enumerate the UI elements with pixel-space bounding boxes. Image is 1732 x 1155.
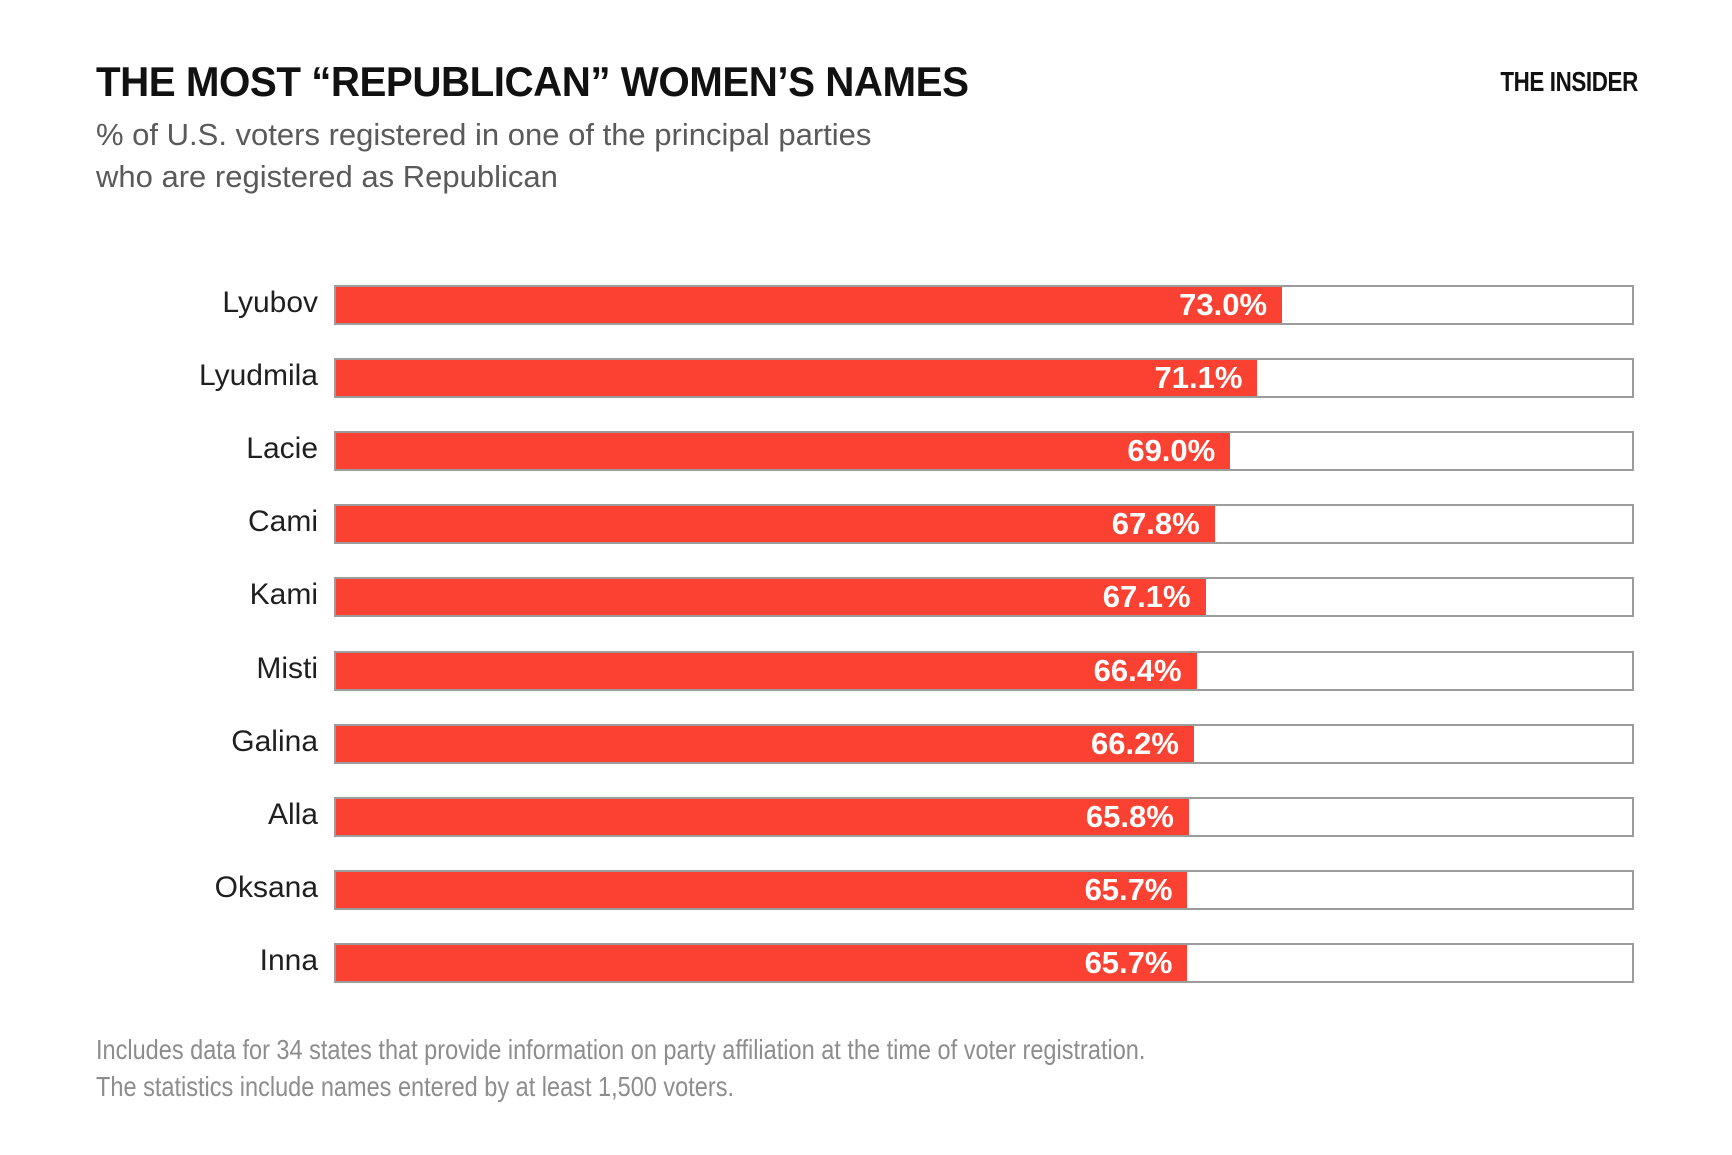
- bar-value-label: 67.1%: [1102, 579, 1191, 614]
- bar-value-label: 69.0%: [1127, 433, 1216, 468]
- bar-fill: 65.7%: [336, 945, 1188, 981]
- bar-value-label: 65.7%: [1084, 945, 1173, 980]
- bar-row: Misti 66.4%: [0, 651, 1732, 691]
- bar-fill: 73.0%: [336, 287, 1283, 323]
- bar-label: Alla: [267, 798, 318, 831]
- bar-value-label: 67.8%: [1111, 506, 1200, 541]
- bar-fill: 67.8%: [336, 506, 1215, 542]
- bar-fill: 67.1%: [336, 579, 1206, 615]
- bar-fill: 71.1%: [336, 360, 1258, 396]
- footnote: Includes data for 34 states that provide…: [96, 1031, 1145, 1105]
- bar-label: Galina: [231, 725, 318, 758]
- subtitle-line-1: % of U.S. voters registered in one of th…: [96, 117, 872, 152]
- bar-row: Oksana 65.7%: [0, 870, 1732, 910]
- bar-track: 67.1%: [334, 577, 1634, 617]
- bar-row: Inna 65.7%: [0, 943, 1732, 983]
- bar-value-label: 73.0%: [1179, 287, 1268, 322]
- bar-row: Alla 65.8%: [0, 797, 1732, 837]
- bar-value-label: 65.7%: [1084, 872, 1173, 907]
- bar-row: Kami 67.1%: [0, 577, 1732, 617]
- bar-value-label: 71.1%: [1154, 360, 1243, 395]
- bar-row: Cami 67.8%: [0, 504, 1732, 544]
- bar-label: Inna: [259, 944, 318, 977]
- bar-row: Galina 66.2%: [0, 724, 1732, 764]
- footnote-line-2: The statistics include names entered by …: [96, 1071, 734, 1102]
- bar-fill: 66.2%: [336, 726, 1194, 762]
- bar-chart: Lyubov 73.0% Lyudmila 71.1% Lacie 69.0% Cami 67…: [0, 285, 1732, 983]
- bar-fill: 65.7%: [336, 872, 1188, 908]
- brand-logo: THE INSIDER: [1500, 66, 1639, 97]
- bar-track: 73.0%: [334, 285, 1634, 325]
- bar-row: Lyubov 73.0%: [0, 285, 1732, 325]
- page-title: THE MOST “REPUBLICAN” WOMEN’S NAMES: [96, 58, 969, 105]
- bar-track: 69.0%: [334, 431, 1634, 471]
- bar-value-label: 65.8%: [1085, 799, 1174, 834]
- bar-fill: 65.8%: [336, 799, 1189, 835]
- subtitle-line-2: who are registered as Republican: [96, 159, 558, 194]
- footnote-line-1: Includes data for 34 states that provide…: [96, 1034, 1146, 1065]
- bar-track: 65.7%: [334, 943, 1634, 983]
- bar-track: 67.8%: [334, 504, 1634, 544]
- bar-label: Misti: [256, 652, 318, 685]
- bar-label: Oksana: [214, 871, 318, 904]
- chart-subtitle: % of U.S. voters registered in one of th…: [96, 114, 871, 198]
- bar-value-label: 66.4%: [1093, 653, 1182, 688]
- bar-fill: 69.0%: [336, 433, 1231, 469]
- bar-label: Cami: [247, 505, 318, 538]
- bar-fill: 66.4%: [336, 653, 1197, 689]
- bar-track: 65.8%: [334, 797, 1634, 837]
- bar-value-label: 66.2%: [1091, 726, 1179, 761]
- bar-label: Kami: [249, 578, 318, 611]
- bar-row: Lyudmila 71.1%: [0, 358, 1732, 398]
- bar-track: 66.4%: [334, 651, 1634, 691]
- bar-track: 71.1%: [334, 358, 1634, 398]
- bar-label: Lacie: [246, 432, 318, 465]
- bar-label: Lyudmila: [199, 359, 318, 392]
- bar-row: Lacie 69.0%: [0, 431, 1732, 471]
- bar-track: 66.2%: [334, 724, 1634, 764]
- bar-track: 65.7%: [334, 870, 1634, 910]
- bar-label: Lyubov: [222, 286, 318, 319]
